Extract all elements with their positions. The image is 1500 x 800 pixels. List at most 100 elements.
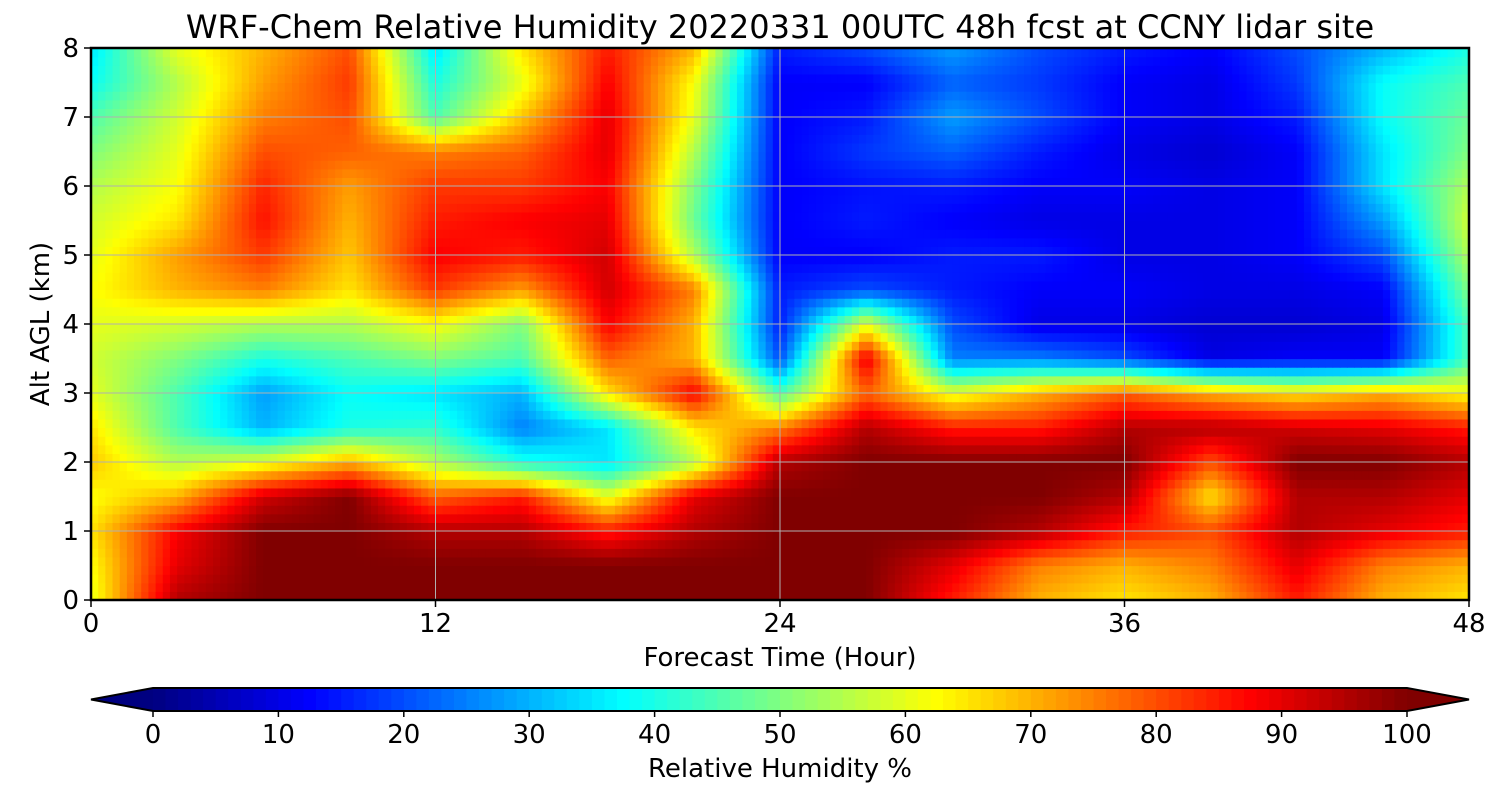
heatmap-cell bbox=[1117, 419, 1125, 428]
heatmap-cell bbox=[1455, 376, 1463, 385]
heatmap-cell bbox=[1347, 548, 1355, 557]
heatmap-cell bbox=[1455, 497, 1463, 506]
heatmap-cell bbox=[636, 505, 644, 514]
heatmap-cell bbox=[888, 462, 896, 471]
heatmap-cell bbox=[694, 376, 702, 385]
heatmap-cell bbox=[974, 410, 982, 419]
heatmap-cell bbox=[407, 505, 415, 514]
heatmap-cell bbox=[1232, 497, 1240, 506]
heatmap-cell bbox=[1397, 445, 1405, 454]
heatmap-cell bbox=[414, 557, 422, 566]
heatmap-cell bbox=[98, 367, 106, 376]
heatmap-cell bbox=[285, 393, 293, 402]
heatmap-cell bbox=[1325, 402, 1333, 411]
heatmap-cell bbox=[945, 514, 953, 523]
heatmap-cell bbox=[866, 393, 874, 402]
heatmap-cell bbox=[1282, 514, 1290, 523]
heatmap-cell bbox=[558, 531, 566, 540]
heatmap-cell bbox=[1354, 462, 1362, 471]
heatmap-cell bbox=[428, 410, 436, 419]
heatmap-cell bbox=[1455, 583, 1463, 592]
heatmap-cell bbox=[349, 453, 357, 462]
heatmap-cell bbox=[1318, 419, 1326, 428]
heatmap-cell bbox=[156, 505, 164, 514]
heatmap-cell bbox=[579, 531, 587, 540]
heatmap-cell bbox=[931, 428, 939, 437]
heatmap-cell bbox=[751, 488, 759, 497]
heatmap-cell bbox=[809, 566, 817, 575]
heatmap-cell bbox=[959, 488, 967, 497]
heatmap-cell bbox=[615, 540, 623, 549]
heatmap-cell bbox=[1189, 393, 1197, 402]
heatmap-cell bbox=[1146, 522, 1154, 531]
heatmap-cell bbox=[1268, 471, 1276, 480]
heatmap-cell bbox=[471, 505, 479, 514]
heatmap-cell bbox=[156, 462, 164, 471]
heatmap-cell bbox=[644, 436, 652, 445]
heatmap-cell bbox=[270, 522, 278, 531]
heatmap-cell bbox=[1096, 497, 1104, 506]
heatmap-cell bbox=[758, 471, 766, 480]
heatmap-cell bbox=[1239, 583, 1247, 592]
heatmap-cell bbox=[1132, 384, 1140, 393]
heatmap-cell bbox=[1103, 428, 1111, 437]
heatmap-cell bbox=[859, 445, 867, 454]
heatmap-cell bbox=[758, 505, 766, 514]
heatmap-cell bbox=[751, 419, 759, 428]
heatmap-cell bbox=[213, 393, 221, 402]
heatmap-cell bbox=[802, 505, 810, 514]
heatmap-cell bbox=[1089, 384, 1097, 393]
heatmap-cell bbox=[1168, 471, 1176, 480]
heatmap-cell bbox=[1290, 462, 1298, 471]
heatmap-cell bbox=[1067, 574, 1075, 583]
heatmap-cell bbox=[450, 453, 458, 462]
heatmap-cell bbox=[1247, 540, 1255, 549]
heatmap-cell bbox=[651, 531, 659, 540]
heatmap-cell bbox=[127, 462, 135, 471]
heatmap-cell bbox=[1361, 428, 1369, 437]
heatmap-cell bbox=[593, 583, 601, 592]
heatmap-cell bbox=[385, 531, 393, 540]
heatmap-cell bbox=[285, 531, 293, 540]
heatmap-cell bbox=[407, 522, 415, 531]
heatmap-cell bbox=[687, 514, 695, 523]
heatmap-cell bbox=[170, 402, 178, 411]
heatmap-cell bbox=[967, 514, 975, 523]
heatmap-cell bbox=[608, 488, 616, 497]
heatmap-cell bbox=[292, 471, 300, 480]
heatmap-cell bbox=[1318, 376, 1326, 385]
heatmap-cell bbox=[163, 488, 171, 497]
heatmap-cell bbox=[823, 393, 831, 402]
heatmap-cell bbox=[1433, 436, 1441, 445]
heatmap-cell bbox=[967, 436, 975, 445]
heatmap-cell bbox=[1390, 402, 1398, 411]
heatmap-cell bbox=[766, 574, 774, 583]
heatmap-cell bbox=[880, 436, 888, 445]
heatmap-cell bbox=[1053, 419, 1061, 428]
heatmap-cell bbox=[658, 393, 666, 402]
heatmap-cell bbox=[414, 471, 422, 480]
heatmap-cell bbox=[636, 428, 644, 437]
heatmap-cell bbox=[299, 522, 307, 531]
heatmap-cell bbox=[981, 566, 989, 575]
heatmap-cell bbox=[758, 428, 766, 437]
heatmap-cell bbox=[1189, 514, 1197, 523]
heatmap-cell bbox=[823, 531, 831, 540]
heatmap-cell bbox=[1160, 566, 1168, 575]
heatmap-cell bbox=[450, 471, 458, 480]
heatmap-cell bbox=[105, 410, 113, 419]
heatmap-cell bbox=[299, 376, 307, 385]
heatmap-cell bbox=[206, 384, 214, 393]
heatmap-cell bbox=[1117, 462, 1125, 471]
heatmap-cell bbox=[514, 436, 522, 445]
heatmap-cell bbox=[1282, 488, 1290, 497]
heatmap-cell bbox=[873, 497, 881, 506]
heatmap-cell bbox=[392, 522, 400, 531]
heatmap-cell bbox=[1225, 462, 1233, 471]
heatmap-cell bbox=[199, 428, 207, 437]
heatmap-cell bbox=[148, 402, 156, 411]
heatmap-cell bbox=[636, 488, 644, 497]
heatmap-cell bbox=[1311, 462, 1319, 471]
heatmap-cell bbox=[802, 557, 810, 566]
heatmap-cell bbox=[1211, 505, 1219, 514]
